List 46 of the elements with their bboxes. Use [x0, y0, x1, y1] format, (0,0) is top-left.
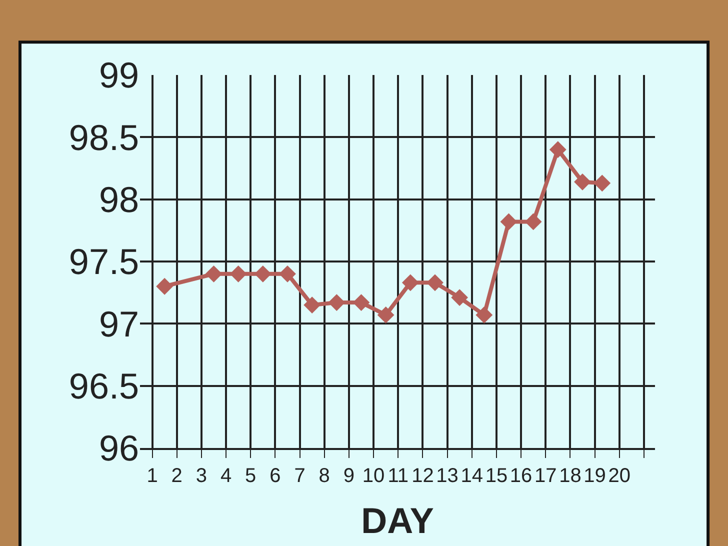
x-tick-label: 7 — [294, 464, 306, 487]
point — [230, 265, 247, 282]
x-tick-label: 5 — [245, 464, 256, 487]
x-axis-title: DAY — [361, 500, 434, 541]
x-tick-label: 8 — [318, 464, 330, 487]
point — [279, 265, 296, 282]
x-tick-label: 18 — [559, 464, 582, 487]
x-tick-label: 11 — [388, 464, 408, 487]
x-tick-label: 19 — [584, 464, 606, 487]
point — [205, 265, 222, 282]
x-tick-label: 6 — [270, 464, 281, 487]
point — [426, 274, 444, 292]
y-tick-label: 98.5 — [68, 116, 139, 158]
point — [377, 306, 394, 324]
y-tick-label: 96 — [98, 428, 139, 469]
x-tick-label: 1 — [146, 464, 158, 487]
x-tick-label: 10 — [362, 464, 385, 487]
x-tick-label: 15 — [485, 464, 508, 487]
x-tick-label: 3 — [196, 464, 208, 487]
x-tick-label: 13 — [436, 464, 458, 487]
y-tick-label: 96.5 — [68, 365, 139, 406]
y-tick-label: 97.5 — [68, 241, 139, 282]
y-tick-label: 97 — [98, 303, 139, 344]
point — [594, 174, 611, 192]
x-tick-label: 12 — [412, 464, 434, 487]
point — [476, 306, 493, 324]
point — [402, 274, 419, 292]
point — [352, 294, 370, 311]
point — [254, 265, 272, 282]
y-tick-label: 98 — [98, 178, 139, 220]
y-tick-label: 99 — [98, 54, 139, 96]
x-tick-label: 17 — [534, 464, 557, 487]
point — [304, 296, 321, 314]
x-tick-label: 16 — [510, 464, 532, 487]
point — [328, 294, 346, 311]
point — [451, 289, 468, 306]
x-tick-label: 4 — [220, 464, 232, 487]
point — [156, 278, 174, 295]
x-tick-label: 2 — [171, 464, 182, 487]
point — [549, 141, 566, 158]
x-tick-label: 20 — [608, 464, 630, 487]
point — [574, 173, 591, 190]
x-tick-label: 9 — [343, 464, 355, 487]
x-tick-label: 14 — [460, 464, 483, 487]
point — [500, 213, 518, 230]
point — [524, 213, 542, 230]
